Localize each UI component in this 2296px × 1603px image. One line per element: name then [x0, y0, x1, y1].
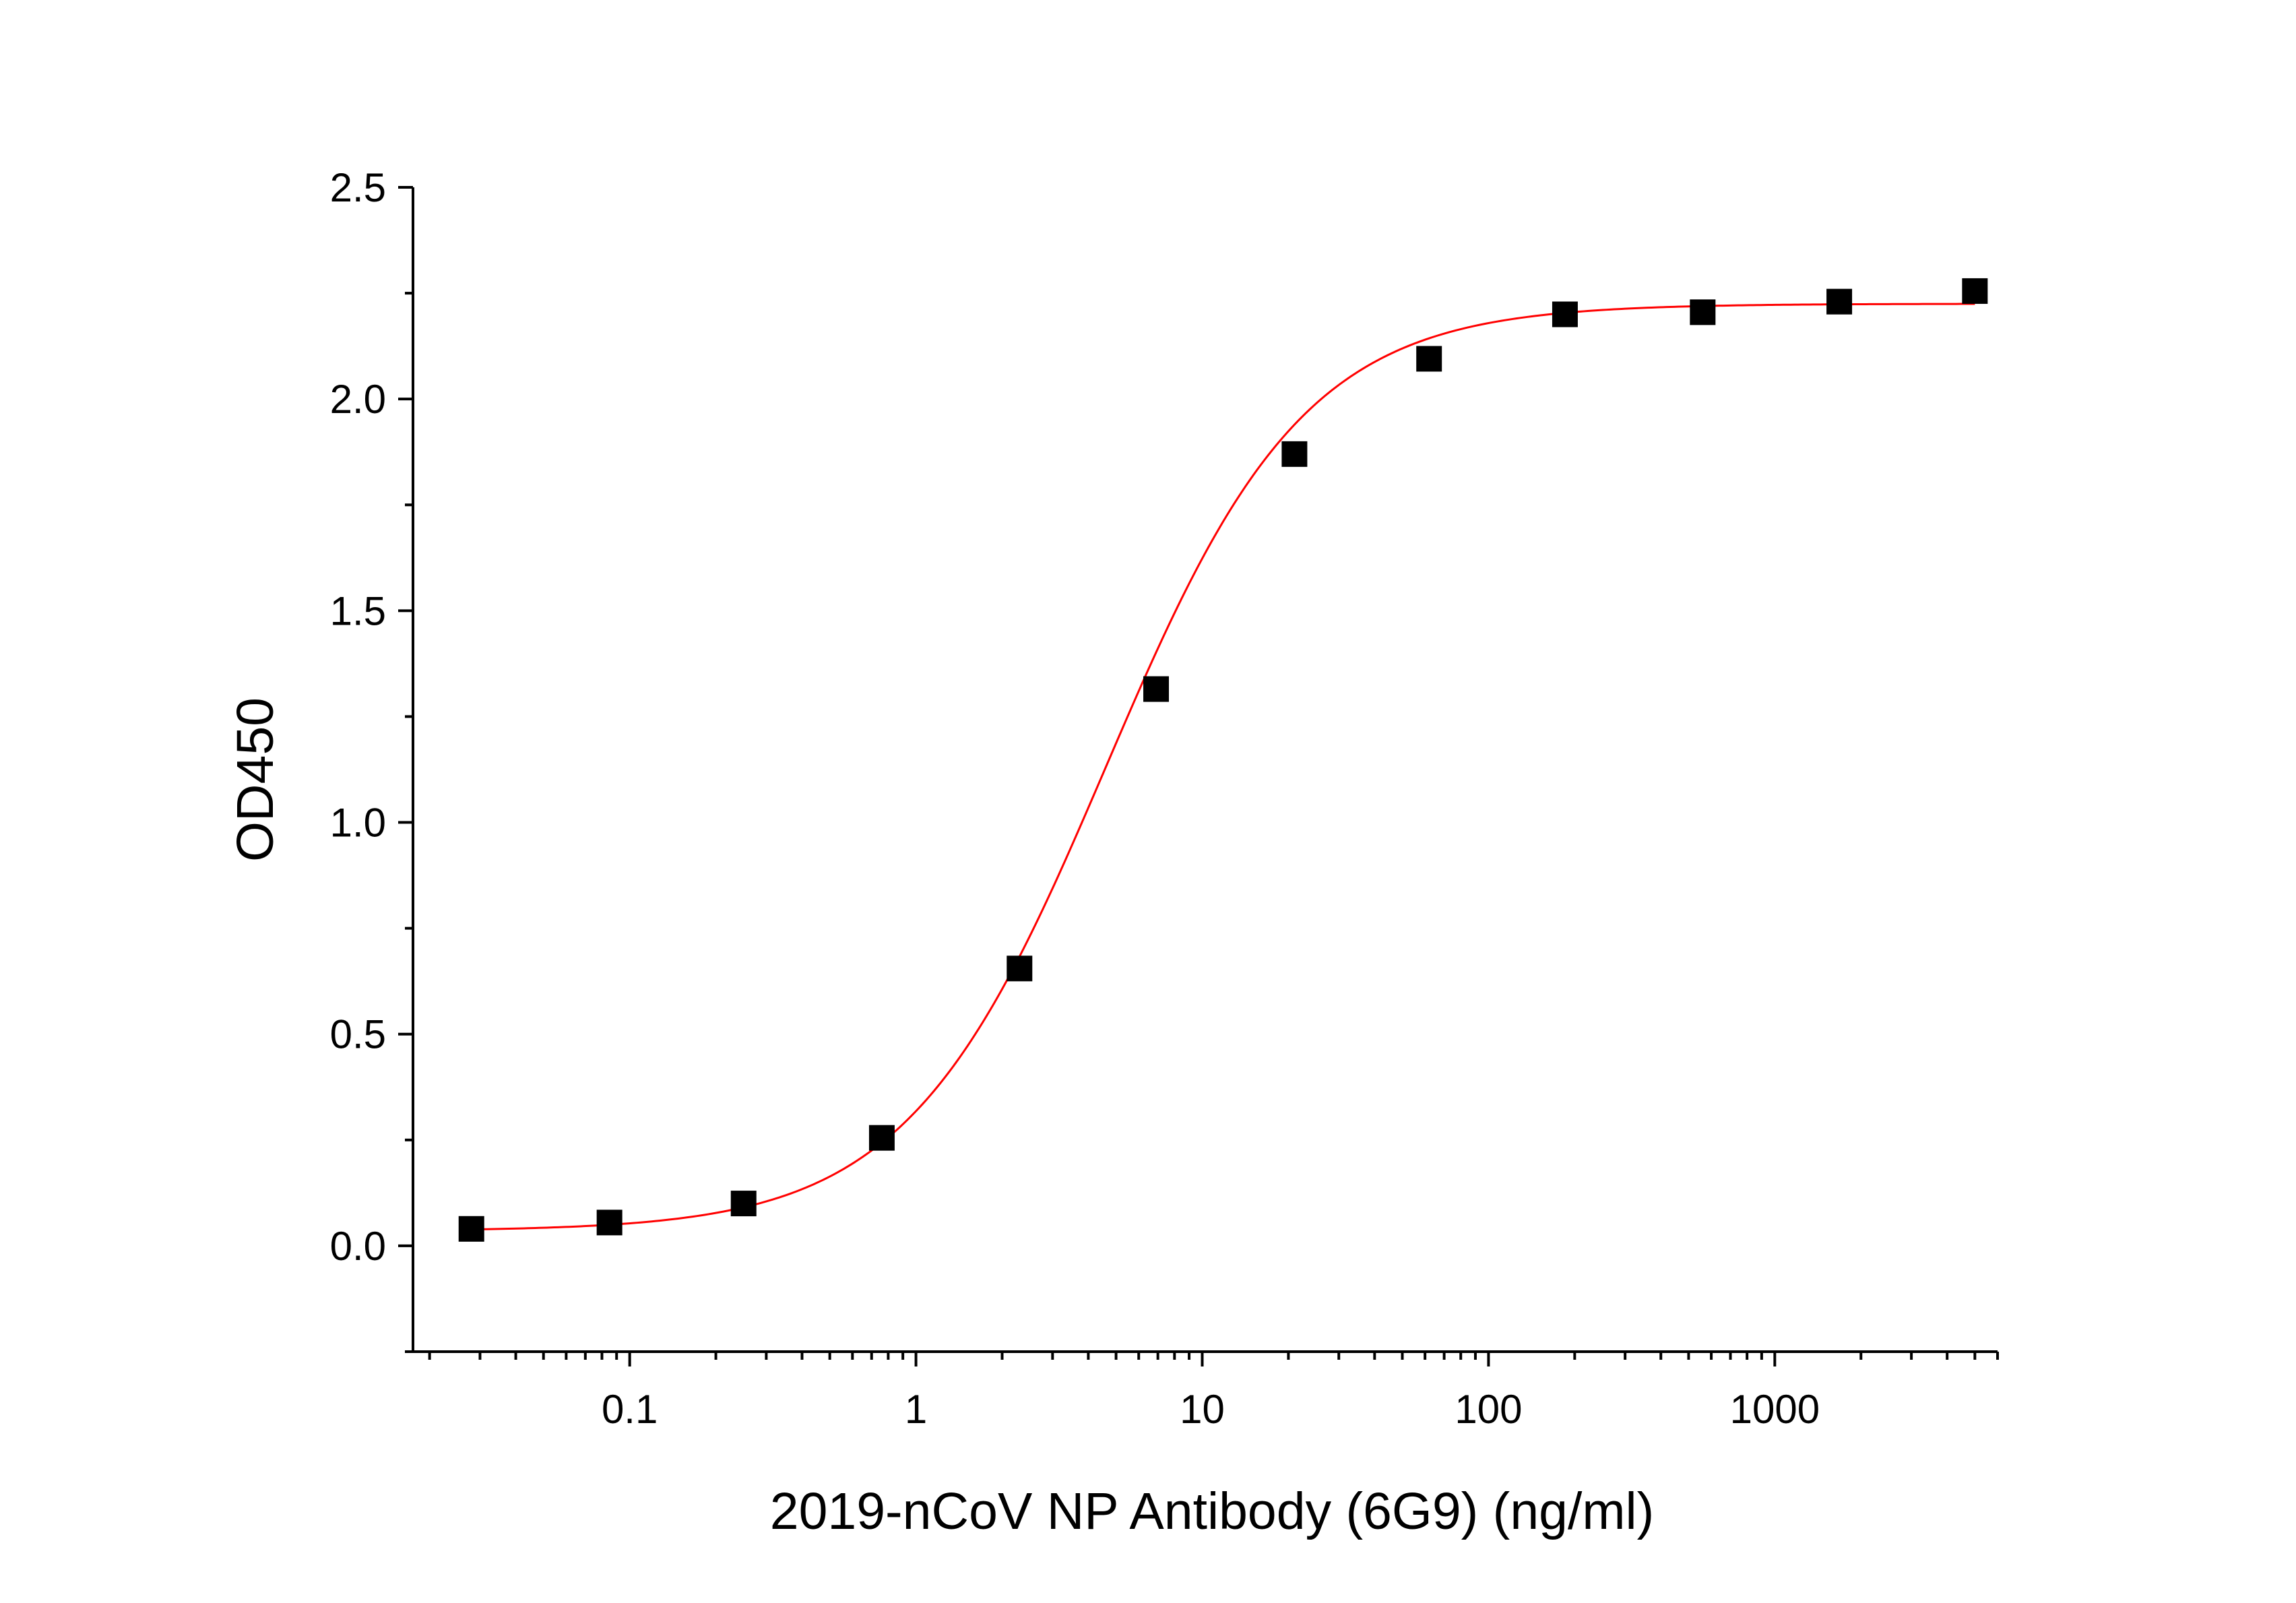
- y-tick-label: 1.5: [330, 588, 386, 633]
- fit-curve: [471, 303, 1975, 1231]
- data-point-7: [1281, 441, 1308, 467]
- data-points-layer: [458, 278, 1988, 1242]
- x-tick-label: 1000: [1730, 1387, 1820, 1432]
- data-point-8: [1416, 346, 1442, 372]
- y-tick-label: 1.0: [330, 800, 386, 846]
- x-tick-label: 0.1: [602, 1387, 658, 1432]
- x-axis-title: 2019-nCoV NP Antibody (6G9) (ng/ml): [770, 1482, 1655, 1540]
- y-tick-label: 0.5: [330, 1012, 386, 1057]
- x-tick-label: 1: [905, 1387, 927, 1432]
- axes: [412, 187, 1998, 1353]
- data-point-4: [868, 1125, 895, 1151]
- axis-ticks: [398, 186, 1999, 1366]
- y-axis-title: OD450: [226, 697, 284, 862]
- tick-labels: 0.0 0.5 1.0 1.5 2.0 2.5 0.1 1 10 100 1000: [330, 165, 1820, 1432]
- data-point-10: [1690, 299, 1716, 325]
- y-tick-label: 2.5: [330, 165, 386, 210]
- data-point-1: [458, 1216, 484, 1242]
- x-tick-label: 100: [1455, 1387, 1522, 1432]
- data-point-6: [1143, 676, 1170, 702]
- data-point-9: [1552, 301, 1578, 327]
- data-point-5: [1007, 955, 1033, 982]
- data-point-11: [1826, 288, 1853, 315]
- data-point-2: [596, 1209, 623, 1236]
- data-point-3: [730, 1191, 757, 1217]
- fit-curve-layer: [471, 303, 1975, 1231]
- y-tick-label: 0.0: [330, 1224, 386, 1269]
- data-point-12: [1962, 278, 1988, 304]
- x-tick-label: 10: [1180, 1387, 1225, 1432]
- y-tick-label: 2.0: [330, 377, 386, 422]
